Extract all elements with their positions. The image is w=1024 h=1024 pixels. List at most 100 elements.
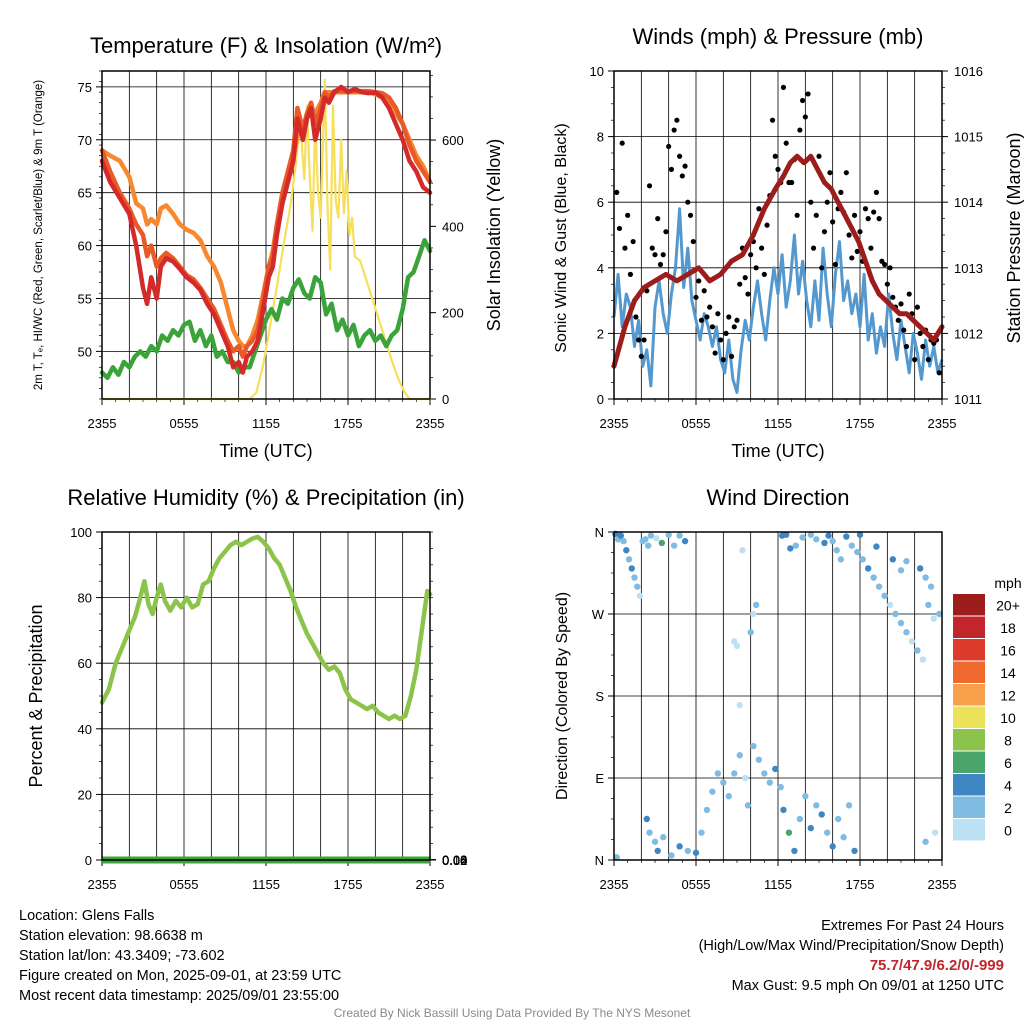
elevation-text: Station elevation: 98.6638 m [19, 928, 203, 944]
xtick-label-3-1: 0555 [682, 877, 711, 892]
direction-point-86 [881, 592, 888, 599]
extremes-box: Extremes For Past 24 Hours (High/Low/Max… [699, 916, 1004, 996]
ytick-label-0-2: 60 [78, 239, 92, 254]
gust-point-32 [701, 288, 707, 294]
direction-point-32 [709, 788, 716, 795]
legend-label-5: 10 [1000, 710, 1016, 726]
ytick-label-2-3: 60 [78, 656, 92, 671]
gust-point-59 [775, 166, 781, 172]
gust-point-42 [728, 353, 735, 359]
gust-point-70 [805, 91, 811, 97]
gust-point-8 [636, 337, 642, 343]
gust-point-16 [657, 261, 664, 268]
xtick-label-1-3: 1755 [846, 416, 875, 431]
direction-point-82 [859, 556, 866, 563]
gust-point-96 [876, 216, 882, 222]
gust-point-78 [827, 170, 833, 176]
direction-point-6 [628, 565, 635, 572]
gust-point-93 [868, 245, 874, 251]
plot-frame-2 [101, 531, 431, 861]
legend-label-2: 16 [1000, 642, 1016, 658]
gust-point-48 [745, 291, 751, 297]
ytick-label-3-2: S [595, 689, 604, 704]
ytick-label-3-3: W [592, 607, 605, 622]
direction-point-100 [856, 531, 864, 538]
y2tick-label-0-0: 0 [442, 392, 449, 407]
gust-point-31 [698, 317, 705, 323]
legend-label-6: 8 [1004, 732, 1012, 748]
direction-point-63 [747, 629, 754, 636]
direction-point-28 [684, 847, 691, 855]
gust-point-57 [769, 117, 776, 123]
credit-text: Created By Nick Bassill Using Data Provi… [333, 1006, 691, 1020]
direction-point-84 [870, 574, 877, 581]
direction-point-17 [670, 542, 678, 549]
direction-point-88 [892, 610, 899, 618]
direction-point-85 [875, 583, 883, 590]
x-axis-label-temperature: Time (UTC) [219, 441, 312, 461]
direction-point-24 [654, 847, 661, 855]
direction-point-37 [736, 752, 743, 759]
direction-point-99 [916, 565, 924, 572]
series-line-sonic [612, 207, 944, 394]
xtick-label-2-1: 0555 [170, 877, 199, 892]
legend-label-9: 2 [1004, 800, 1012, 816]
direction-point-90 [903, 629, 910, 636]
direction-point-91 [908, 638, 916, 645]
ytick-label-2-2: 40 [78, 722, 92, 737]
ytick-label-0-4: 70 [78, 133, 92, 148]
legend-label-7: 6 [1004, 755, 1012, 771]
ytick-label-2-1: 20 [78, 787, 92, 802]
xtick-label-0-1: 0555 [170, 416, 199, 431]
gust-point-34 [707, 304, 713, 310]
gust-point-82 [838, 189, 844, 195]
extremes-title: Extremes For Past 24 Hours [821, 918, 1004, 934]
direction-point-74 [821, 539, 828, 547]
xtick-label-3-3: 1755 [846, 877, 875, 892]
direction-point-104 [897, 567, 905, 574]
gust-point-15 [655, 216, 661, 222]
direction-point-35 [725, 793, 732, 800]
direction-point-21 [643, 815, 650, 823]
direction-point-11 [642, 536, 649, 543]
y2tick-label-2-3: 0.06 [442, 853, 467, 868]
gust-point-22 [674, 117, 680, 123]
legend-swatch-9 [953, 796, 985, 818]
legend-label-10: 0 [1004, 822, 1012, 838]
direction-point-52 [813, 802, 820, 809]
ytick-label-1-2: 4 [597, 261, 604, 276]
direction-point-4 [623, 547, 630, 554]
gust-point-100 [887, 265, 893, 271]
direction-point-61 [733, 642, 741, 650]
ytick-label-0-1: 55 [78, 291, 92, 306]
gust-point-26 [685, 199, 691, 205]
gust-point-21 [671, 127, 677, 133]
y2tick-label-1-5: 1016 [954, 64, 983, 79]
gust-point-73 [813, 212, 819, 218]
legend-swatch-10 [953, 819, 985, 841]
y2tick-label-2-4: 0.08 [442, 853, 467, 868]
gust-point-18 [663, 229, 669, 235]
direction-point-7 [631, 574, 638, 581]
direction-point-51 [807, 824, 814, 832]
ytick-label-1-3: 6 [597, 195, 604, 210]
direction-point-48 [791, 847, 798, 855]
gust-point-77 [824, 199, 830, 205]
direction-point-38 [742, 774, 749, 782]
xtick-label-1-4: 2355 [928, 416, 957, 431]
xtick-label-0-0: 2355 [88, 416, 117, 431]
y2tick-label-2-2: 0.04 [442, 853, 467, 868]
y2tick-label-1-2: 1013 [954, 261, 983, 276]
gust-point-106 [903, 343, 910, 350]
gust-point-19 [666, 143, 672, 150]
legend-label-0: 20+ [996, 597, 1020, 613]
gust-point-101 [890, 294, 896, 300]
direction-point-8 [634, 583, 641, 590]
direction-point-95 [930, 615, 937, 622]
y-axis-label-temperature: 2m T, Tₑ, HI/WC (Red, Green, Scarlet/Blu… [33, 80, 45, 390]
xtick-label-2-4: 2355 [416, 877, 445, 892]
ytick-label-2-4: 80 [78, 591, 92, 606]
location-text: Location: Glens Falls [19, 908, 155, 924]
gust-point-103 [895, 317, 901, 323]
gust-point-54 [761, 271, 767, 277]
